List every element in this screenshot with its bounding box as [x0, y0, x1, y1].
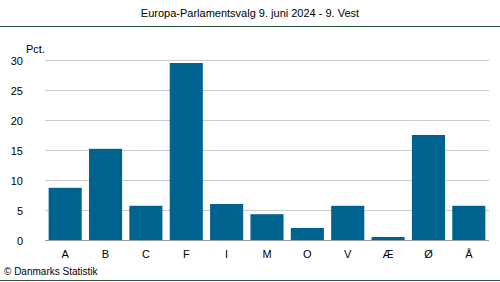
- y-tick-label: 20: [11, 115, 23, 127]
- bar: [170, 63, 203, 240]
- header-rule: [0, 26, 500, 27]
- bar: [412, 135, 445, 240]
- bars: [49, 63, 486, 240]
- grid-line: [45, 120, 489, 121]
- x-tick-label: A: [62, 248, 70, 260]
- source: © Danmarks Statistik: [4, 266, 99, 277]
- x-tick-label: Ø: [424, 248, 433, 260]
- bar: [89, 149, 122, 240]
- grid-line: [45, 90, 489, 91]
- y-tick-label: 30: [11, 55, 23, 67]
- bar: [210, 204, 243, 240]
- y-tick-label: 25: [11, 85, 23, 97]
- y-tick-label: 10: [11, 175, 23, 187]
- bar: [372, 237, 405, 240]
- x-tick-label: Å: [465, 248, 473, 260]
- y-tick-label: 5: [17, 205, 23, 217]
- x-tick-label: B: [102, 248, 109, 260]
- y-tick-label: 0: [17, 235, 23, 247]
- bar: [49, 188, 82, 240]
- x-tick-label: F: [183, 248, 190, 260]
- bar: [291, 228, 324, 240]
- bar: [129, 206, 162, 240]
- x-tick-label: M: [262, 248, 271, 260]
- chart: Europa-Parlamentsvalg 9. juni 2024 - 9. …: [0, 0, 500, 282]
- bar: [452, 206, 485, 240]
- y-label: Pct.: [26, 43, 45, 55]
- bar: [331, 206, 364, 240]
- x-tick-label: Æ: [383, 248, 394, 260]
- footer-rule: [0, 280, 500, 281]
- grid-line: [45, 240, 489, 241]
- x-tick-label: I: [225, 248, 228, 260]
- title: Europa-Parlamentsvalg 9. juni 2024 - 9. …: [141, 7, 359, 19]
- grid-line: [45, 60, 489, 61]
- y-tick-label: 15: [11, 145, 23, 157]
- x-tick-label: O: [303, 248, 312, 260]
- x-tick-label: C: [142, 248, 150, 260]
- x-tick-label: V: [344, 248, 352, 260]
- bar: [250, 214, 283, 240]
